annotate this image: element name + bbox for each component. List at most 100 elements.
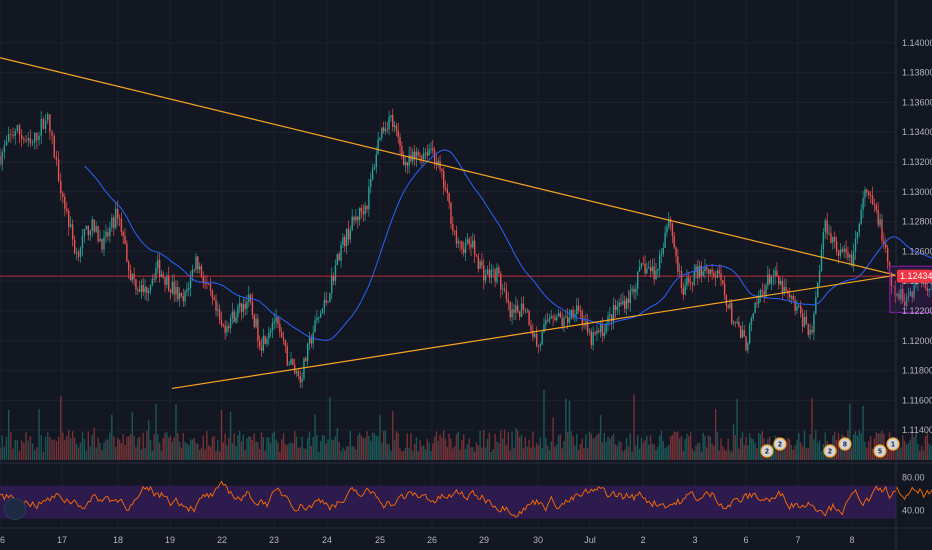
candle-body [31,142,34,144]
candle-body [695,266,697,273]
candle-body [144,287,146,293]
event-badge[interactable]: 5 [873,444,887,458]
candle-body [738,321,740,326]
volume-bar [147,420,150,460]
candle-body [677,256,679,272]
event-badge[interactable]: 2 [823,444,837,458]
volume-bar [235,446,237,460]
candle-body [496,267,498,282]
candle-body [559,312,562,318]
volume-bar [481,447,483,460]
volume-bar [515,428,517,460]
candle-body [633,288,635,293]
candle-body [869,195,872,197]
candle-body [486,269,489,275]
candle-body [81,236,84,249]
descending-trendline[interactable] [0,57,897,276]
event-badge[interactable]: 2 [760,444,774,458]
volume-bar [492,449,494,460]
candle-body [168,275,170,291]
candle-body [109,227,111,237]
volume-bar [1,435,3,460]
volume-bar [224,433,226,460]
candle-body [835,241,838,252]
volume-bar [338,442,340,460]
candle-body [149,284,152,291]
volume-bar [16,439,19,460]
volume-bar [550,441,552,460]
candle-body [269,330,272,333]
volume-bar [722,446,724,460]
volume-bar [822,443,825,460]
candle-body [213,297,215,301]
volume-bar [288,443,290,460]
volume-bar [900,447,902,460]
candle-body [722,280,724,284]
price-tick-label: 1.11800 [902,366,932,376]
volume-bar [862,405,864,460]
volume-bar [162,437,164,460]
event-badges[interactable]: 2 2 2 8 5 1 [760,437,900,458]
time-tick-label: 29 [479,535,489,545]
volume-bar [796,439,798,460]
volume-bar [631,451,633,460]
volume-bar [911,431,913,460]
volume-bar [761,431,764,460]
event-badge[interactable]: 1 [886,437,900,451]
candle-body [69,224,72,227]
candle-body [528,310,530,326]
candle-body [858,223,860,233]
candle-body [565,316,567,318]
candle-body [545,320,547,325]
volume-bar [452,448,454,460]
candle-body [798,305,800,307]
volume-bar [741,431,744,460]
ascending-trendline[interactable] [171,274,897,390]
candle-body [166,275,168,285]
volume-bar [594,437,596,460]
volume-bar [736,399,738,460]
volume-bar [3,446,6,460]
candle-body [638,266,641,272]
volume-bar [101,449,103,460]
volume-bar [238,431,241,460]
volume-bar [627,446,630,460]
candle-body [357,216,359,221]
candle-body [868,192,870,196]
event-badge[interactable]: 8 [838,437,852,451]
volume-bar [532,431,534,460]
volume-bar [197,443,199,460]
volume-bar [332,440,335,460]
candle-body [651,266,654,272]
volume-bar [404,447,407,460]
candle-body [206,282,208,284]
volume-bar [186,443,188,460]
candle-body [905,297,908,307]
volume-bar [664,448,666,460]
candle-body [264,336,266,344]
logo-icon[interactable] [4,498,26,520]
candles[interactable] [0,108,932,389]
candle-body [479,261,481,269]
volume-bar [124,445,126,460]
candle-body [117,208,119,219]
volume-bar [362,438,365,460]
candle-body [854,238,857,252]
volume-bar [360,435,363,460]
candle-body [660,253,663,256]
event-badge-label: 8 [843,442,847,449]
volume-bar [115,446,117,460]
candle-body [556,316,558,321]
volume-bar [280,439,283,460]
volume-bar [607,436,609,460]
volume-bar [633,394,635,460]
candle-body [44,120,47,129]
volume-bar [428,442,430,460]
candle-body [770,276,773,284]
volume-bar [714,409,717,460]
candle-body [316,317,318,321]
event-badge[interactable]: 2 [773,437,787,451]
volume-bar [284,444,287,460]
volume-bar [704,435,706,460]
